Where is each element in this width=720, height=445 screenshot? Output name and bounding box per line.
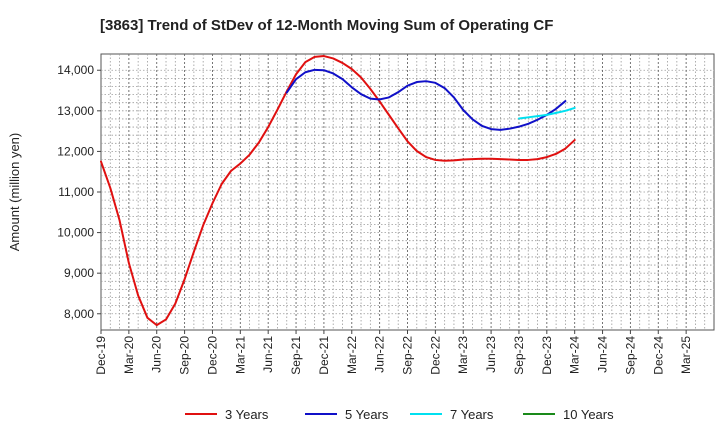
y-axis-ticks: 8,000 9,000 10,000 11,000 12,000 13,000 14,000 [57,63,101,321]
x-tick-label: Jun-22 [373,336,387,373]
x-tick-label: Jun-20 [150,336,164,373]
series-lines [100,55,576,327]
x-tick-label: Dec-22 [428,336,442,375]
legend-label-10-years: 10 Years [563,407,614,422]
x-tick-label: Dec-20 [205,336,219,375]
series-line-5-years [285,68,567,131]
legend-label-5-years: 5 Years [345,407,389,422]
gridlines [101,54,714,330]
x-tick-label: Sep-22 [401,336,415,375]
series-line-7-years [517,106,576,120]
x-tick-label: Sep-21 [289,336,303,375]
y-tick-label: 12,000 [57,144,94,158]
x-tick-label: Mar-22 [345,336,359,374]
y-tick-label: 13,000 [57,104,94,118]
x-tick-label: Dec-24 [651,336,665,375]
x-tick-label: Dec-23 [540,336,554,375]
y-axis-label: Amount (million yen) [7,133,22,252]
x-tick-label: Mar-25 [679,336,693,374]
x-tick-label: Sep-23 [512,336,526,375]
x-tick-label: Dec-19 [94,336,108,375]
y-tick-label: 9,000 [64,266,94,280]
legend-label-7-years: 7 Years [450,407,494,422]
y-tick-label: 8,000 [64,307,94,321]
x-tick-label: Mar-20 [122,336,136,374]
chart-title: [3863] Trend of StDev of 12-Month Moving… [100,17,553,34]
x-tick-label: Dec-21 [317,336,331,375]
legend: 3 Years 5 Years 7 Years 10 Years [185,407,614,422]
y-tick-label: 14,000 [57,63,94,77]
legend-label-3-years: 3 Years [225,407,269,422]
series-line-3-years [100,55,576,327]
x-tick-label: Jun-24 [596,336,610,373]
x-tick-label: Jun-21 [261,336,275,373]
y-tick-label: 11,000 [58,185,94,199]
x-tick-label: Mar-23 [456,336,470,374]
x-tick-label: Sep-24 [623,336,637,375]
x-tick-label: Mar-21 [233,336,247,374]
x-tick-label: Sep-20 [178,336,192,375]
x-axis-ticks: Dec-19 Mar-20 Jun-20 Sep-20 Dec-20 Mar-21 Jun-… [94,330,693,375]
y-tick-label: 10,000 [57,226,94,240]
x-tick-label: Jun-23 [484,336,498,373]
x-tick-label: Mar-24 [568,336,582,374]
